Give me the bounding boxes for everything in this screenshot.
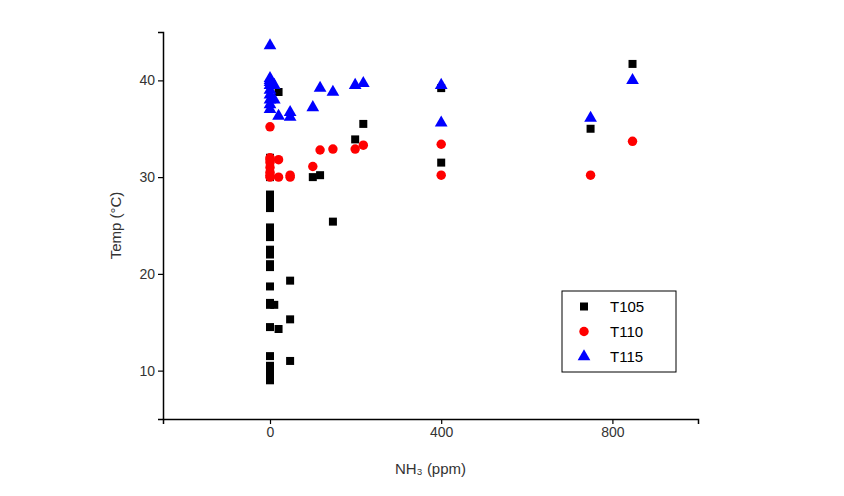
- point: [266, 260, 274, 268]
- series: [265, 122, 637, 182]
- legend-marker: [578, 349, 591, 360]
- tick-mark: [158, 177, 163, 178]
- x-axis-title: NH₃ (ppm): [395, 460, 466, 477]
- point: [266, 282, 274, 290]
- legend-marker: [579, 327, 588, 336]
- point: [266, 323, 274, 331]
- point: [266, 246, 274, 254]
- point: [266, 173, 274, 181]
- point: [286, 357, 294, 365]
- tick-label: 40: [139, 72, 155, 88]
- point: [350, 144, 359, 153]
- tick: 0: [267, 419, 275, 440]
- tick-label: 800: [601, 424, 625, 440]
- point: [286, 277, 294, 285]
- point: [628, 137, 637, 146]
- point: [272, 109, 285, 120]
- tick: 20: [139, 266, 163, 282]
- point: [266, 362, 274, 370]
- point: [328, 144, 337, 153]
- point: [314, 81, 327, 92]
- tick-label: 400: [430, 424, 454, 440]
- point: [629, 60, 637, 68]
- point: [285, 170, 294, 179]
- point: [265, 122, 274, 131]
- tick: 40: [139, 72, 163, 88]
- tick: 10: [139, 363, 163, 379]
- series: [264, 38, 639, 126]
- point: [357, 76, 370, 87]
- point: [284, 110, 297, 121]
- point: [266, 191, 274, 199]
- point: [351, 135, 359, 143]
- point: [327, 85, 340, 96]
- point: [359, 140, 368, 149]
- point: [359, 120, 367, 128]
- point: [584, 111, 597, 122]
- tick-mark: [158, 371, 163, 372]
- point: [266, 352, 274, 360]
- tick-mark: [158, 274, 163, 275]
- point: [268, 78, 281, 89]
- points: [264, 38, 639, 384]
- point: [286, 315, 294, 323]
- point: [329, 218, 337, 226]
- legend-marker: [580, 303, 588, 311]
- legend-label: T110: [610, 323, 643, 340]
- point: [270, 301, 278, 309]
- axis-line: [158, 33, 164, 420]
- tick: 400: [430, 419, 454, 440]
- point: [436, 170, 445, 179]
- point: [264, 38, 277, 49]
- point: [264, 102, 277, 113]
- tick-mark: [158, 80, 163, 81]
- point: [626, 73, 639, 84]
- point: [308, 162, 317, 171]
- tick-label: 10: [139, 363, 155, 379]
- plot: 0 400 800 10 20 30 40 T105 T110 T115: [139, 33, 698, 440]
- point: [274, 172, 283, 181]
- x-axis: 0 400 800: [164, 419, 699, 440]
- point: [274, 155, 283, 164]
- point: [587, 125, 595, 133]
- point: [437, 159, 445, 167]
- point: [315, 145, 324, 154]
- point: [275, 325, 283, 333]
- legend-label: T115: [610, 348, 643, 365]
- tick-label: 20: [139, 266, 155, 282]
- point: [316, 171, 324, 179]
- point: [306, 100, 319, 111]
- point: [435, 116, 448, 127]
- point: [309, 173, 317, 181]
- tick: 30: [139, 169, 163, 185]
- point: [275, 88, 283, 96]
- tick-label: 0: [267, 424, 275, 440]
- point: [586, 170, 595, 179]
- tick-label: 30: [139, 169, 155, 185]
- y-axis-title: Temp (°C): [107, 192, 124, 260]
- legend-box: [562, 291, 676, 372]
- point: [265, 172, 274, 181]
- legend: T105 T110 T115: [562, 291, 676, 372]
- point: [266, 223, 274, 231]
- chart: 0 400 800 10 20 30 40 T105 T110 T115 NH₃ (ppm) Temp…: [0, 0, 844, 496]
- tick: 800: [601, 419, 625, 440]
- point: [436, 140, 445, 149]
- point: [268, 92, 281, 103]
- point: [435, 78, 448, 89]
- legend-label: T105: [610, 298, 644, 315]
- y-axis: 10 20 30 40: [139, 33, 163, 420]
